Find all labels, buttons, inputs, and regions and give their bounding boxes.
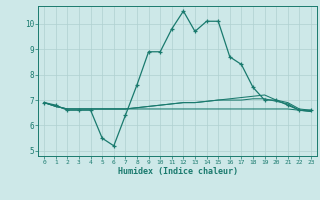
X-axis label: Humidex (Indice chaleur): Humidex (Indice chaleur) [118, 167, 238, 176]
